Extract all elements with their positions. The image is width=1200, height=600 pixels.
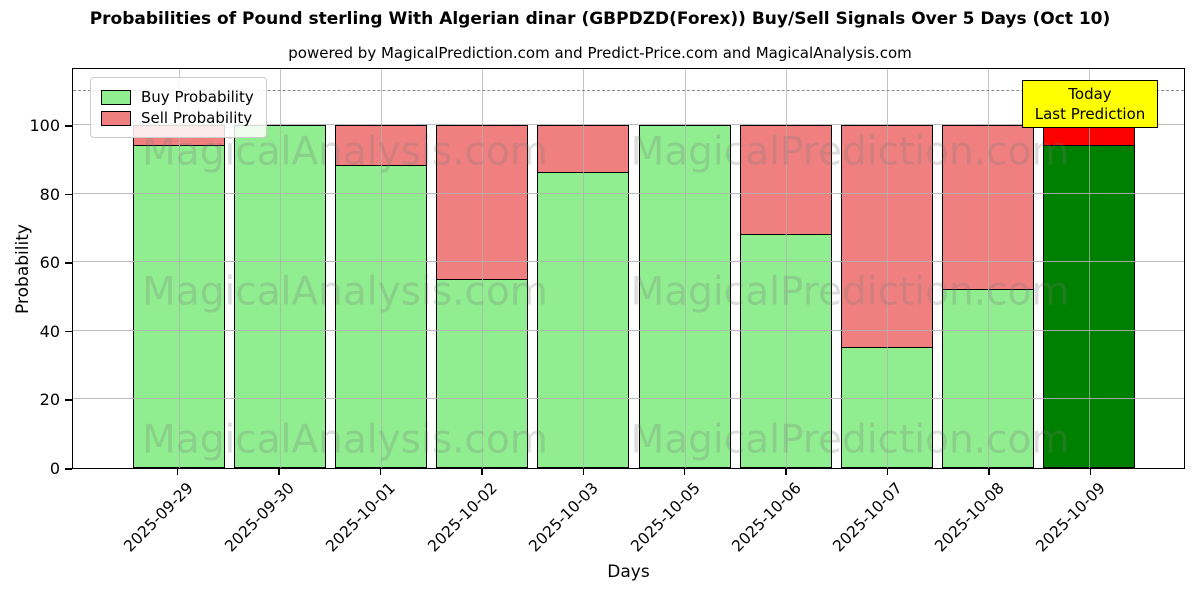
legend-label-buy: Buy Probability xyxy=(141,88,254,106)
x-tick-label: 2025-10-08 xyxy=(931,479,1008,556)
x-tick-mark xyxy=(582,469,585,475)
x-tick-mark xyxy=(1089,469,1092,475)
dashed-threshold-line xyxy=(73,90,1184,91)
legend-item-buy: Buy Probability xyxy=(101,88,254,106)
bars-row xyxy=(73,69,1184,468)
bar-slot xyxy=(938,69,1039,468)
x-axis-label: Days xyxy=(607,562,650,582)
plot-area xyxy=(72,68,1185,469)
x-tick-label: 2025-09-30 xyxy=(221,479,298,556)
chart-subtitle: powered by MagicalPrediction.com and Pre… xyxy=(288,44,912,62)
x-gridline xyxy=(785,69,787,468)
x-tick-mark xyxy=(379,469,382,475)
legend: Buy Probability Sell Probability xyxy=(90,77,267,138)
x-gridline xyxy=(988,69,990,468)
y-gridline xyxy=(73,261,1184,263)
bar-slot xyxy=(432,69,533,468)
chart-title: Probabilities of Pound sterling With Alg… xyxy=(89,9,1111,29)
y-tick-label: 0 xyxy=(49,459,60,478)
y-gridline xyxy=(73,192,1184,194)
x-tick-label: 2025-10-05 xyxy=(626,479,704,556)
y-tick-mark xyxy=(65,468,72,470)
y-tick-mark xyxy=(65,125,72,127)
x-tick-mark xyxy=(278,469,280,475)
y-gridline xyxy=(73,398,1184,400)
legend-item-sell: Sell Probability xyxy=(101,109,254,127)
x-gridline xyxy=(279,69,281,468)
x-gridline xyxy=(684,69,686,468)
bar-slot xyxy=(533,69,634,468)
y-tick-label: 40 xyxy=(39,321,60,341)
x-tick-label: 2025-10-02 xyxy=(424,479,501,556)
y-tick-label: 80 xyxy=(39,184,60,204)
bar-slot xyxy=(330,69,431,468)
y-tick-mark xyxy=(65,330,72,333)
x-gridline xyxy=(178,69,180,468)
y-tick-mark xyxy=(65,262,72,264)
y-tick-label: 60 xyxy=(39,253,60,273)
sell-swatch-icon xyxy=(101,110,131,126)
bar-slot xyxy=(735,69,836,468)
x-gridline xyxy=(1089,69,1091,468)
buy-swatch-icon xyxy=(101,89,131,105)
x-tick-mark xyxy=(886,469,889,475)
bar-slot xyxy=(128,69,229,468)
y-tick-mark xyxy=(65,399,72,401)
y-tick-label: 100 xyxy=(29,116,60,136)
bar-slot xyxy=(634,69,735,468)
x-gridline xyxy=(482,69,484,468)
bar-slot xyxy=(1039,69,1140,468)
x-tick-label: 2025-10-07 xyxy=(829,479,907,556)
x-gridline xyxy=(583,69,585,468)
x-tick-label: 2025-10-01 xyxy=(322,479,400,556)
y-tick-mark xyxy=(65,193,72,196)
annotation-line2: Last Prediction xyxy=(1034,105,1146,123)
legend-label-sell: Sell Probability xyxy=(141,109,253,127)
y-gridline xyxy=(73,329,1184,331)
x-tick-mark xyxy=(176,469,179,475)
today-annotation: Today Last Prediction xyxy=(1022,80,1158,128)
x-tick-mark xyxy=(988,469,990,475)
x-tick-label: 2025-10-03 xyxy=(525,479,603,556)
x-tick-mark xyxy=(481,469,483,475)
bar-slot xyxy=(229,69,330,468)
x-tick-label: 2025-09-29 xyxy=(119,479,197,556)
x-gridline xyxy=(887,69,889,468)
x-tick-mark xyxy=(683,469,686,475)
bar-slot xyxy=(836,69,937,468)
x-gridline xyxy=(381,69,382,468)
y-tick-label: 20 xyxy=(39,390,60,410)
x-tick-mark xyxy=(785,469,787,475)
y-gridline xyxy=(73,124,1184,126)
x-tick-label: 2025-10-06 xyxy=(728,479,805,556)
x-tick-label: 2025-10-09 xyxy=(1032,479,1110,556)
annotation-line1: Today xyxy=(1068,85,1112,103)
